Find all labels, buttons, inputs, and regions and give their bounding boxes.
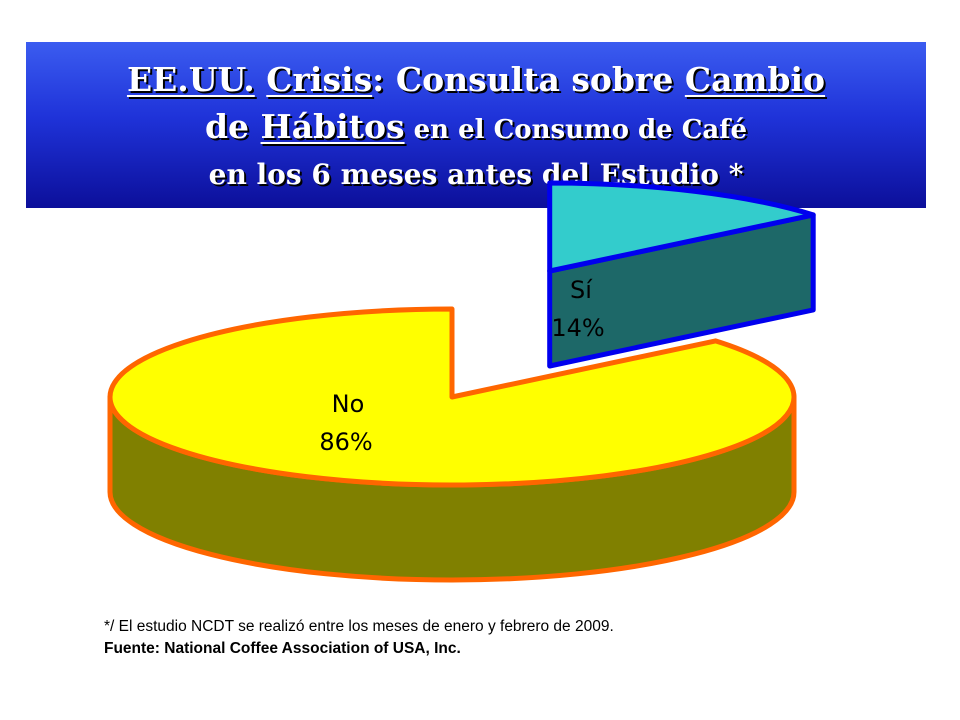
footnote: */ El estudio NCDT se realizó entre los … <box>104 616 614 660</box>
title-line-1: EE.UU. Crisis: Consulta sobre Cambio <box>26 56 926 104</box>
slice-no-top <box>107 306 797 488</box>
slice-si-name-label: Sí <box>570 276 593 304</box>
slice-si-value-label: 14% <box>551 314 604 342</box>
title-consulta: : Consulta sobre <box>372 60 685 99</box>
footnote-source: Fuente: National Coffee Association of U… <box>104 640 461 657</box>
title-crisis: Crisis <box>266 60 373 99</box>
title-cambio: Cambio <box>684 60 826 99</box>
slice-si-top <box>547 180 816 274</box>
title-line-2: de Hábitos en el Consumo de Café <box>26 104 926 153</box>
footnote-note: */ El estudio NCDT se realizó entre los … <box>104 618 614 635</box>
title-banner: EE.UU. Crisis: Consulta sobre Cambio de … <box>26 42 926 208</box>
title-de: de <box>204 107 261 146</box>
slice-no-name-label: No <box>332 390 365 418</box>
title-consumo: en el Consumo de Café <box>404 115 748 145</box>
slice-no-value-label: 86% <box>319 428 372 456</box>
title-country: EE.UU. <box>126 60 255 99</box>
title-habitos: Hábitos <box>260 107 405 146</box>
